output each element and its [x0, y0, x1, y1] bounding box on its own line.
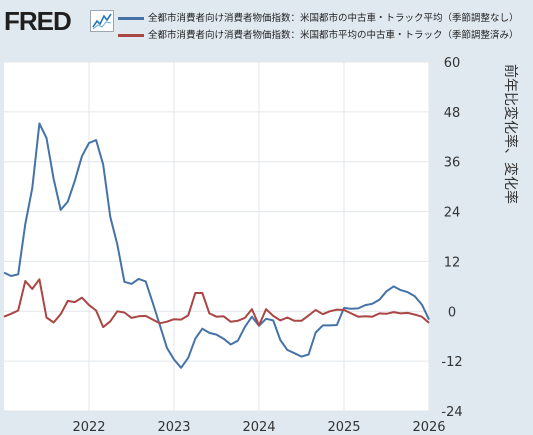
series-line-sa [3, 278, 430, 329]
y-tick-label: 36 [444, 156, 461, 171]
gridlines [4, 61, 430, 412]
y-tick-label: 24 [444, 206, 461, 221]
legend-swatch-nsa [118, 17, 144, 20]
legend-label-sa: 全都市消費者向け消費者物価指数：米国都市平均の中古車・トラック（季節調整済み） [148, 30, 519, 41]
x-tick-label: 2023 [157, 420, 190, 435]
y-tick-label: -12 [441, 355, 462, 370]
y-tick-label: 0 [448, 305, 456, 320]
fred-graph-icon [90, 10, 114, 32]
series-line-nsa [3, 122, 430, 369]
y-axis-ticks: 60 48 36 24 12 0 -12 -24 [441, 56, 462, 420]
x-tick-label: 2025 [327, 420, 360, 435]
x-tick-label: 2022 [72, 420, 105, 435]
plot-area [4, 62, 429, 411]
x-axis-ticks: 2022 2023 2024 2025 2026 [72, 420, 445, 435]
fred-logo-text: FRED [4, 6, 72, 36]
legend-swatch-sa [118, 34, 144, 37]
y-axis-label: 前年比変化率、変化率 [502, 64, 519, 204]
y-tick-label: -24 [441, 405, 462, 420]
fred-logo[interactable]: FRED [4, 6, 114, 36]
series-lines [3, 122, 430, 369]
legend-label-nsa: 全都市消費者向け消費者物価指数：米国都市の中古車・トラック平均（季節調整なし） [148, 13, 519, 24]
y-tick-label: 48 [444, 106, 461, 121]
y-tick-label: 12 [444, 255, 461, 270]
y-tick-label: 60 [444, 56, 461, 71]
x-tick-label: 2024 [242, 420, 275, 435]
x-tick-label: 2026 [412, 420, 445, 435]
